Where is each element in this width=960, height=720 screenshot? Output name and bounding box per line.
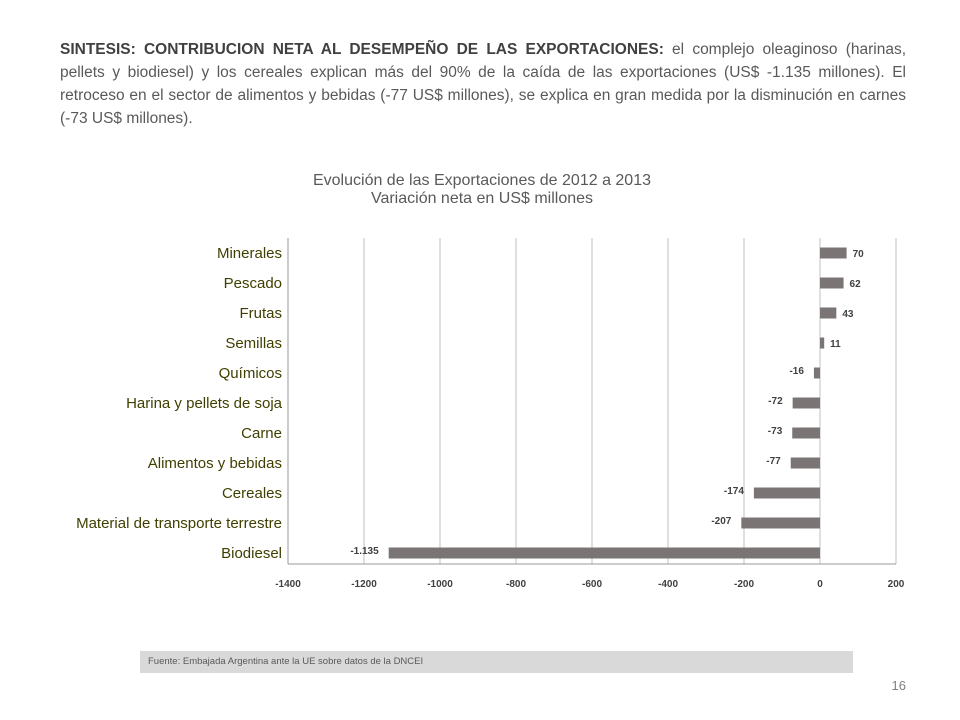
x-tick-label: -1000 [427,579,453,590]
page-number: 16 [891,678,906,693]
bar-chart: -1400 -1200 -1000 -800 -600 -400 -200 0 200 Miner… [76,238,905,590]
data-label: -174 [724,486,744,497]
category-label: Carne [241,425,282,442]
data-label: -73 [768,426,783,437]
source-note: Fuente: Embajada Argentina ante la UE so… [140,651,853,673]
category-label: Alimentos y bebidas [148,455,282,472]
x-tick-label: 200 [888,579,905,590]
chart-subtitle: Variación neta en US$ millones [370,190,594,207]
chart-title-block: Evolución de las Exportaciones de 2012 a… [0,172,960,208]
category-label: Frutas [239,305,282,322]
bar [792,397,820,409]
category-label: Pescado [224,275,282,292]
data-label: 62 [850,279,862,290]
data-label: 11 [830,339,841,350]
x-tick-label: -1200 [351,579,377,590]
bar [820,247,847,259]
category-label: Minerales [217,245,282,262]
x-tick-label: -800 [506,579,526,590]
bar [820,337,825,349]
data-label: 70 [853,249,865,260]
bar [820,277,844,289]
bar [753,487,820,499]
bar [792,427,820,439]
bar [813,367,820,379]
data-label: -207 [711,516,731,527]
data-label: -1.135 [350,546,379,557]
category-label: Químicos [219,365,282,382]
category-label: Biodiesel [221,545,282,562]
intro-body: el complejo oleaginoso (harinas, pellets… [60,41,907,127]
x-tick-label: -600 [582,579,602,590]
bar [820,307,837,319]
category-label: Harina y pellets de soja [126,395,283,412]
bar [790,457,820,469]
bar [388,547,820,559]
intro-heading: SINTESIS: CONTRIBUCION NETA AL DESEMPEÑO… [60,41,664,58]
x-tick-label: -200 [734,579,754,590]
data-label: -72 [768,396,783,407]
category-label: Semillas [225,335,282,352]
x-tick-label: 0 [817,579,823,590]
data-label: 43 [842,309,854,320]
data-label: -16 [789,366,804,377]
x-tick-label: -400 [658,579,678,590]
bar [741,517,820,529]
intro-paragraph: SINTESIS: CONTRIBUCION NETA AL DESEMPEÑO… [60,38,906,130]
category-label: Cereales [222,485,282,502]
chart-title: Evolución de las Exportaciones de 2012 a… [312,172,651,189]
data-label: -77 [766,456,781,467]
x-tick-label: -1400 [275,579,301,590]
category-label: Material de transporte terrestre [76,515,282,532]
